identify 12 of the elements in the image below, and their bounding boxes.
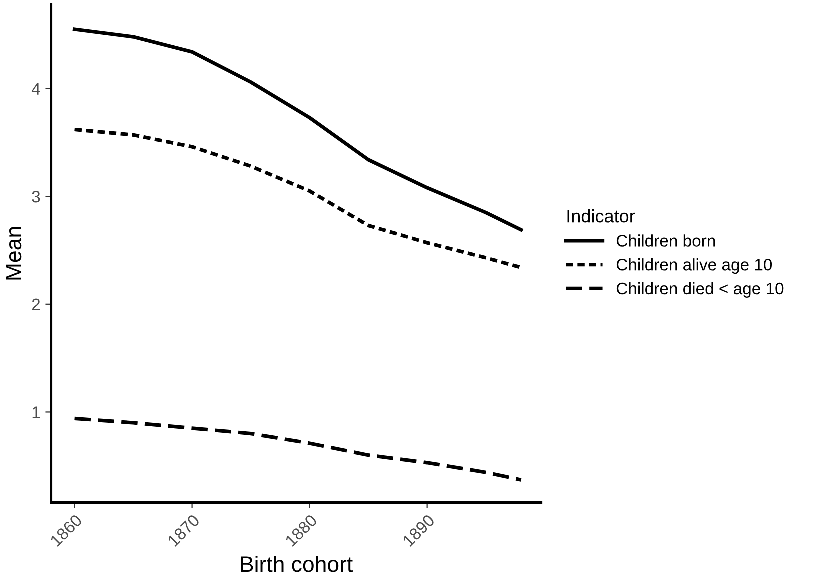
y-tick-label: 4 — [32, 83, 40, 95]
line-series — [72, 28, 524, 232]
legend-title: Indicator — [568, 210, 636, 223]
y-tick-label: 2 — [32, 298, 40, 310]
legend-label: Children died < age 10 — [616, 282, 784, 298]
y-tick-label: 3 — [32, 191, 40, 203]
legend-label: Children alive age 10 — [616, 258, 772, 274]
y-tick-label: 1 — [32, 406, 40, 418]
y-axis-title: Mean — [6, 227, 22, 280]
legend-label: Children born — [616, 234, 716, 247]
line-series — [72, 416, 524, 482]
x-axis-title: Birth cohort — [241, 556, 353, 572]
